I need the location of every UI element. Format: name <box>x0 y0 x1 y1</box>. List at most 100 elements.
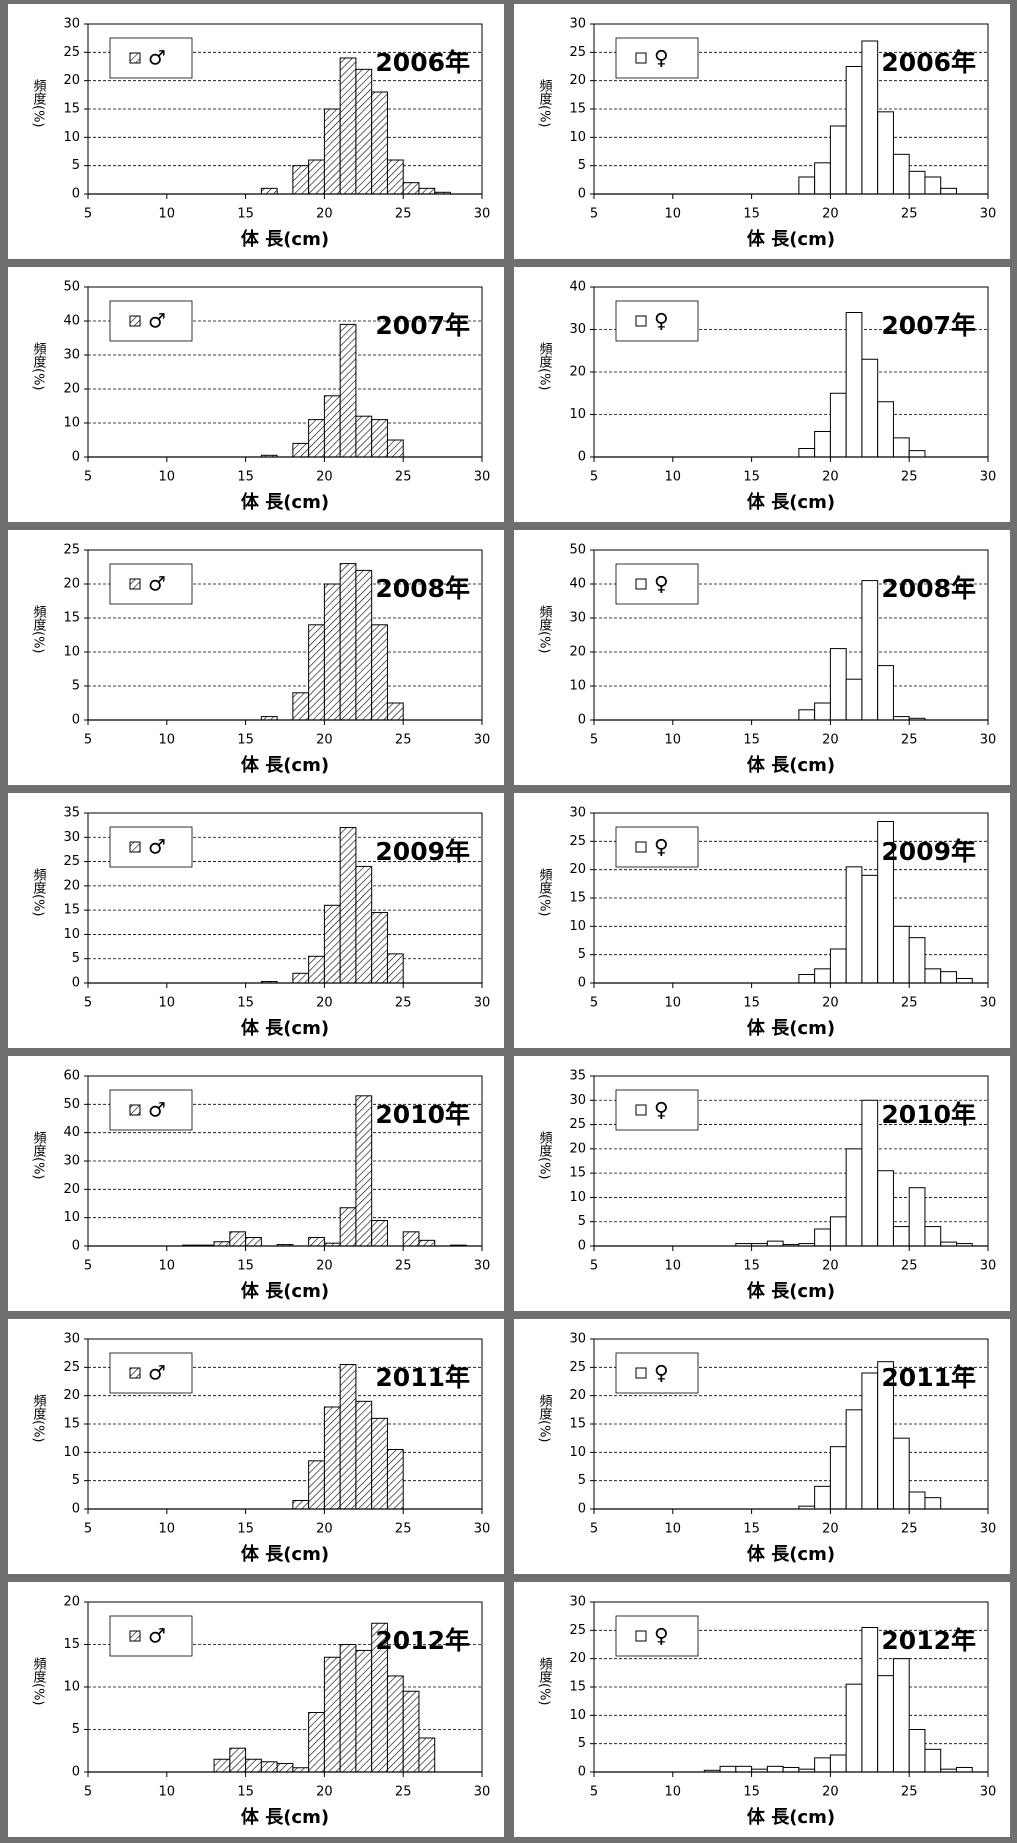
x-tick-label: 20 <box>822 1785 839 1800</box>
y-tick-label: 10 <box>63 645 80 660</box>
legend-swatch <box>129 1630 141 1642</box>
legend-box <box>615 1352 699 1394</box>
y-tick-label: 5 <box>578 1214 586 1229</box>
x-tick-label: 25 <box>395 733 412 748</box>
x-tick-label: 20 <box>316 733 333 748</box>
y-tick-label: 15 <box>569 102 586 117</box>
x-axis-label: 体 長(cm) <box>747 1017 835 1039</box>
bar <box>814 431 831 458</box>
x-tick-label: 15 <box>237 470 254 485</box>
x-tick-label: 10 <box>665 1522 682 1537</box>
bar <box>371 91 388 195</box>
y-tick-label: 0 <box>578 187 586 202</box>
bar <box>719 1765 737 1773</box>
x-tick-label: 5 <box>590 1522 598 1537</box>
y-axis-label: 頻度(%) <box>31 605 47 654</box>
bar <box>292 1767 310 1773</box>
bar <box>386 159 404 195</box>
bar <box>308 624 325 721</box>
y-tick-label: 50 <box>63 280 80 295</box>
bar <box>877 665 894 721</box>
y-tick-label: 5 <box>72 679 80 694</box>
bar <box>845 678 863 721</box>
year-annotation: 2010年 <box>881 1100 976 1129</box>
y-tick-label: 50 <box>569 543 586 558</box>
legend-box <box>109 300 193 342</box>
y-tick-label: 10 <box>569 679 586 694</box>
bar <box>371 912 388 984</box>
bar <box>323 1656 341 1773</box>
y-tick-label: 10 <box>63 927 80 942</box>
bar <box>829 125 847 195</box>
bar <box>355 865 373 984</box>
y-tick-label: 25 <box>63 1360 80 1375</box>
chart-panel: 0 10 20 30 40 5 10 15 20 25 30 体 長(cm) 頻度(%) ♀ 2007年 <box>514 267 1010 522</box>
bar <box>323 583 341 721</box>
x-axis-label: 体 長(cm) <box>747 1280 835 1302</box>
panel <box>8 1582 504 1837</box>
bar <box>371 419 388 458</box>
bar <box>418 1239 436 1247</box>
x-tick-label: 15 <box>743 996 760 1011</box>
legend-label: ♀ <box>654 1361 669 1385</box>
x-tick-label: 25 <box>901 1259 918 1274</box>
bar <box>861 874 879 984</box>
y-tick-label: 25 <box>569 834 586 849</box>
bar <box>276 1763 294 1773</box>
y-tick-label: 5 <box>72 951 80 966</box>
bar <box>402 182 420 195</box>
y-tick-label: 10 <box>569 1445 586 1460</box>
bar <box>829 948 847 984</box>
y-tick-label: 20 <box>569 365 586 380</box>
bar <box>339 323 357 458</box>
x-tick-label: 5 <box>84 996 92 1011</box>
y-tick-label: 20 <box>569 1388 586 1403</box>
y-axis-label: 頻度(%) <box>31 79 47 128</box>
y-tick-label: 20 <box>63 878 80 893</box>
x-tick-label: 20 <box>822 1259 839 1274</box>
panel <box>514 1319 1010 1574</box>
bar <box>845 1148 863 1247</box>
year-annotation: 2009年 <box>881 837 976 866</box>
legend-box <box>615 1615 699 1657</box>
x-tick-label: 10 <box>159 1785 176 1800</box>
bar <box>829 392 847 458</box>
legend-label: ♂ <box>148 835 166 859</box>
x-tick-label: 20 <box>822 470 839 485</box>
y-tick-label: 30 <box>569 17 586 32</box>
legend-swatch <box>129 52 141 64</box>
bar <box>371 1220 388 1247</box>
x-tick-label: 20 <box>316 470 333 485</box>
y-tick-label: 10 <box>569 1190 586 1205</box>
bar <box>308 419 325 458</box>
x-tick-label: 20 <box>822 733 839 748</box>
x-tick-label: 10 <box>159 470 176 485</box>
y-tick-label: 10 <box>569 130 586 145</box>
y-tick-label: 40 <box>63 314 80 329</box>
year-annotation: 2008年 <box>881 574 976 603</box>
y-axis-label: 頻度(%) <box>31 1131 47 1180</box>
x-tick-label: 30 <box>474 207 491 222</box>
x-tick-label: 30 <box>980 733 997 748</box>
x-tick-label: 10 <box>665 207 682 222</box>
x-tick-label: 20 <box>316 996 333 1011</box>
x-tick-label: 25 <box>901 470 918 485</box>
y-tick-label: 10 <box>569 407 586 422</box>
legend-swatch <box>129 841 141 853</box>
bar <box>355 1649 373 1773</box>
y-tick-label: 15 <box>63 1637 80 1652</box>
y-tick-label: 10 <box>63 1680 80 1695</box>
y-tick-label: 20 <box>569 645 586 660</box>
x-tick-label: 30 <box>474 1522 491 1537</box>
x-axis-label: 体 長(cm) <box>241 1280 329 1302</box>
x-tick-label: 15 <box>743 470 760 485</box>
bar <box>418 1737 436 1773</box>
x-tick-label: 25 <box>395 207 412 222</box>
x-tick-label: 15 <box>237 1785 254 1800</box>
year-annotation: 2009年 <box>375 837 470 866</box>
y-tick-label: 0 <box>578 1239 586 1254</box>
x-axis-label: 体 長(cm) <box>747 754 835 776</box>
bar <box>908 450 926 458</box>
bar <box>829 1446 847 1510</box>
